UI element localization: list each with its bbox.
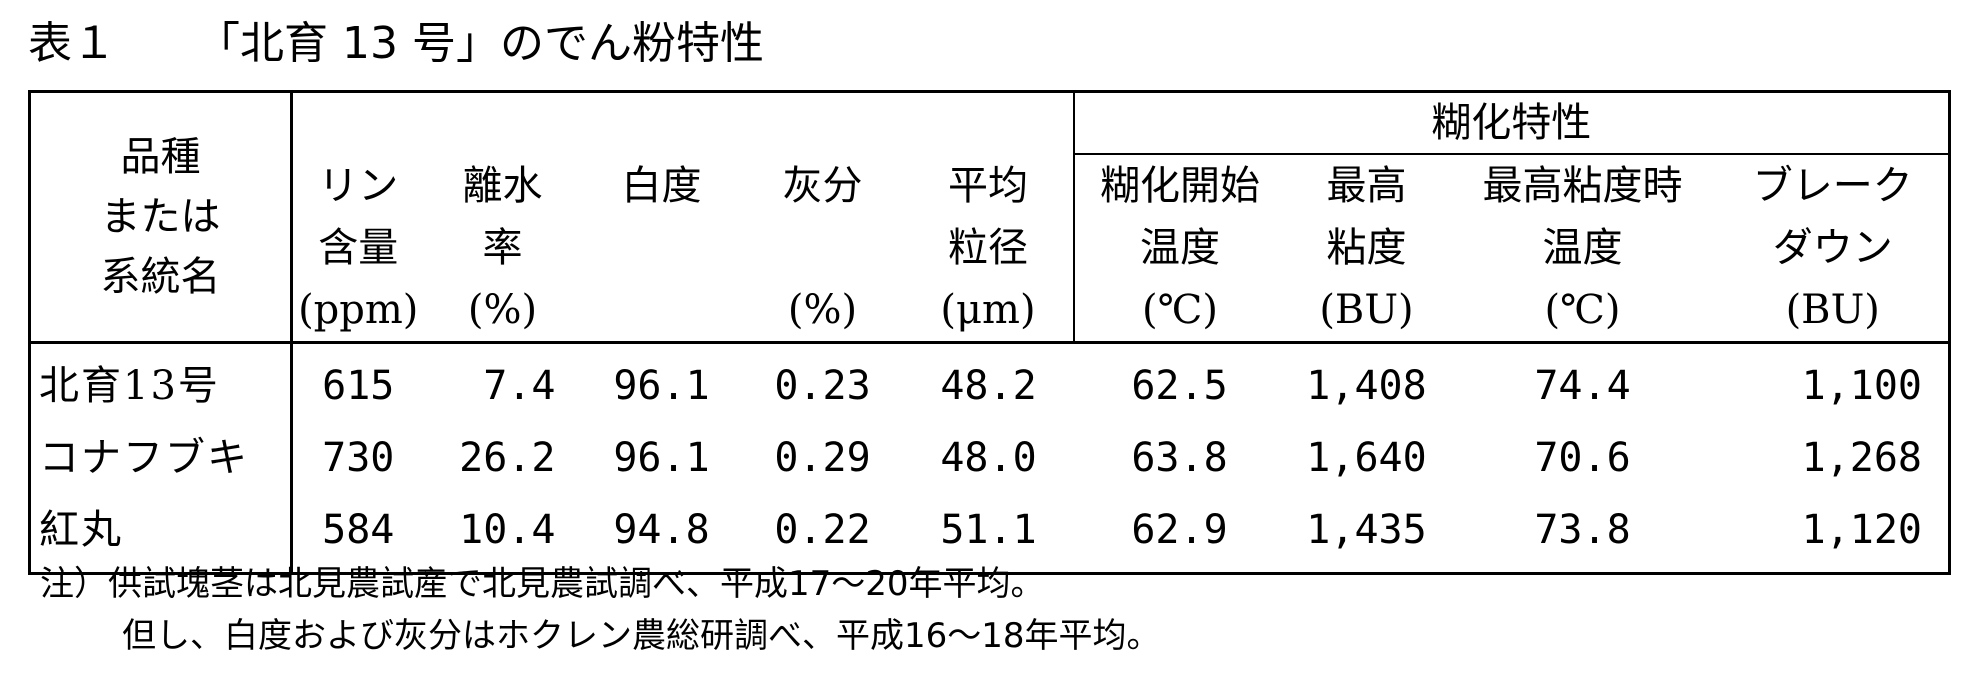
- col-header-unit: (BU): [1785, 287, 1880, 333]
- col-header-line: 粘度: [1326, 225, 1407, 271]
- table-cell: 63.8: [1131, 435, 1228, 481]
- table-row: 紅丸 584 10.4 94.8 0.22 51.1 62.9 1,435 73…: [29, 494, 1950, 574]
- gelatinization-group-header: 糊化特性: [1072, 91, 1950, 155]
- col-header-peak-temp: 最高粘度時 温度 (℃): [1447, 154, 1718, 344]
- table-cell: 94.8: [613, 507, 710, 553]
- table-head: 品種 または 系統名 糊化特性 リン 含量 (ppm) 離水 率 (%) 白度: [29, 91, 1950, 344]
- starch-properties-table: 品種 または 系統名 糊化特性 リン 含量 (ppm) 離水 率 (%) 白度: [28, 90, 1951, 575]
- table-number: 表１: [28, 18, 116, 69]
- row-variety-name: コナフブキ: [29, 422, 293, 494]
- variety-header-line: 系統名: [100, 254, 221, 300]
- col-header-line: ブレーク: [1752, 163, 1913, 209]
- table-cell: 96.1: [613, 435, 710, 481]
- col-header-whiteness: 白度: [581, 154, 742, 344]
- col-header-unit: (%): [787, 286, 858, 333]
- table-cell: 48.0: [940, 435, 1037, 481]
- header-spacer: [292, 92, 1074, 155]
- table-body: 北育13号 615 7.4 96.1 0.23 48.2 62.5 1,408 …: [29, 342, 1950, 574]
- table-cell: 96.1: [613, 363, 710, 409]
- table-title: 「北育 13 号」のでん粉特性: [196, 18, 764, 69]
- col-header-line: 灰分: [782, 162, 863, 209]
- table-cell: 70.6: [1534, 435, 1631, 481]
- col-header-line: 温度: [1140, 225, 1220, 271]
- table-row: 北育13号 615 7.4 96.1 0.23 48.2 62.5 1,408 …: [29, 342, 1950, 422]
- table-cell: 0.29: [774, 435, 871, 481]
- col-header-line: 糊化開始: [1100, 163, 1260, 209]
- col-header-line: 粒径: [948, 224, 1028, 271]
- table-cell: 73.8: [1534, 507, 1631, 553]
- table-notes: 注）供試塊茎は北見農試産で北見農試調べ、平成17～20年平均。 但し、白度および…: [40, 558, 1161, 662]
- col-header-line: [582, 217, 742, 279]
- table-cell: 1,268: [1801, 435, 1922, 481]
- col-header-line: ダウン: [1772, 225, 1893, 271]
- note-line: 但し、白度および灰分はホクレン農総研調べ、平成16～18年平均。: [122, 616, 1161, 656]
- table-cell: 62.9: [1131, 507, 1228, 553]
- col-header-ash: 灰分 (%): [741, 154, 904, 344]
- col-header-syneresis: 離水 率 (%): [423, 154, 582, 344]
- table-cell: 62.5: [1131, 363, 1228, 409]
- table-caption: 表１ 「北育 13 号」のでん粉特性: [28, 14, 764, 74]
- col-header-line: 温度: [1542, 225, 1623, 271]
- variety-header-line: 品種: [120, 134, 201, 180]
- col-header-phosphorus: リン 含量 (ppm): [291, 154, 424, 344]
- table-cell: 1,120: [1801, 507, 1922, 553]
- table-cell: 0.22: [774, 507, 871, 553]
- table-cell: 730: [322, 435, 395, 481]
- col-header-grain-size: 平均 粒径 (μm): [903, 154, 1074, 344]
- table-cell: 74.4: [1534, 363, 1631, 409]
- col-header-unit: (BU): [1319, 287, 1414, 333]
- col-header-unit: (ppm): [298, 286, 419, 333]
- table-cell: 1,435: [1306, 507, 1427, 553]
- col-header-breakdown: ブレーク ダウン (BU): [1717, 154, 1950, 344]
- col-header-unit: (%): [467, 286, 538, 333]
- col-header-line: [742, 217, 904, 279]
- variety-header-line: または: [100, 194, 221, 240]
- table-cell: 615: [322, 363, 395, 409]
- col-header-unit: (℃): [1142, 287, 1218, 333]
- table-cell: 48.2: [940, 363, 1037, 409]
- col-header-line: 最高: [1326, 163, 1407, 209]
- col-header-peak-viscosity: 最高 粘度 (BU): [1285, 154, 1448, 344]
- col-header-line: 最高粘度時: [1482, 163, 1683, 209]
- col-header-line: 平均: [948, 162, 1028, 209]
- col-header-onset-temp: 糊化開始 温度 (℃): [1072, 154, 1286, 344]
- table-cell: 0.23: [774, 363, 871, 409]
- col-header-line: 率: [482, 224, 523, 271]
- table-cell: 7.4: [483, 363, 556, 409]
- row-variety-name: 北育13号: [29, 342, 293, 422]
- col-header-line: リン: [318, 162, 399, 209]
- variety-header: 品種 または 系統名: [29, 91, 293, 344]
- col-header-unit: [582, 279, 742, 341]
- col-header-line: 含量: [318, 224, 399, 271]
- table-cell: 26.2: [459, 435, 556, 481]
- table-row: コナフブキ 730 26.2 96.1 0.29 48.0 63.8 1,640…: [29, 422, 1950, 494]
- table-cell: 1,408: [1306, 363, 1427, 409]
- col-header-unit: (μm): [940, 286, 1036, 333]
- table-cell: 51.1: [940, 507, 1037, 553]
- row-variety-name: 紅丸: [29, 494, 293, 574]
- table-cell: 10.4: [459, 507, 556, 553]
- col-header-line: 離水: [462, 162, 543, 209]
- col-header-line: 白度: [621, 162, 702, 209]
- note-line: 注）供試塊茎は北見農試産で北見農試調べ、平成17～20年平均。: [40, 564, 1045, 604]
- table-cell: 584: [322, 507, 395, 553]
- table-cell: 1,100: [1801, 363, 1922, 409]
- table-cell: 1,640: [1306, 435, 1427, 481]
- col-header-unit: (℃): [1544, 287, 1621, 333]
